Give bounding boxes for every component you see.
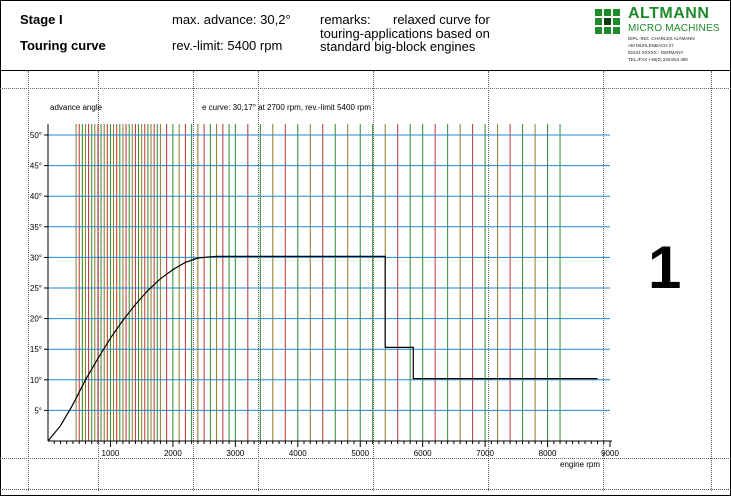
page-guide-bottom — [0, 489, 731, 490]
x-tick-label: 3000 — [226, 449, 244, 458]
page-guide-v — [193, 71, 194, 491]
logo-line-2: AM MÜHLENBACH 27 — [628, 43, 674, 48]
y-axis-label: advance angle — [50, 103, 103, 112]
x-axis-label: engine rpm — [560, 460, 600, 469]
page-guide-h — [0, 458, 731, 459]
x-tick-label: 2000 — [164, 449, 182, 458]
x-tick-label: 9000 — [601, 449, 619, 458]
y-tick-label: 50° — [30, 131, 42, 140]
page-guide-h — [0, 88, 731, 89]
logo-name: ALTMANN — [628, 5, 710, 22]
page-guide-v — [98, 71, 99, 491]
page-guide-v — [28, 71, 29, 491]
chart-title: e curve: 30,17° at 2700 rpm, rev.-limit … — [202, 103, 371, 112]
page-number: 1 — [648, 234, 682, 301]
remarks-line-3: standard big-block engines — [320, 39, 476, 54]
y-tick-label: 10° — [30, 376, 42, 385]
page-guide-v — [258, 71, 259, 491]
x-tick-label: 8000 — [539, 449, 557, 458]
x-tick-label: 7000 — [476, 449, 494, 458]
y-tick-label: 40° — [30, 192, 42, 201]
series — [47, 255, 598, 442]
grid — [48, 124, 610, 441]
remarks-line-1: relaxed curve for — [393, 12, 490, 27]
rev-limit: rev.-limit: 5400 rpm — [172, 38, 283, 53]
logo-line-4: TEL./FAX +49(0) 2324/54 390 — [628, 57, 688, 62]
y-tick-label: 5° — [34, 406, 42, 415]
logo-mark-icon — [595, 9, 620, 34]
logo-subtitle: MICRO MACHINES — [628, 23, 720, 34]
logo-line-3: 82431 XXXXX - GERMANY — [628, 50, 684, 55]
remarks-line-2: touring-applications based on — [320, 26, 490, 41]
y-tick-label: 35° — [30, 223, 42, 232]
y-tick-label: 30° — [30, 253, 42, 262]
curve-name: Touring curve — [20, 38, 106, 53]
header-divider — [0, 70, 731, 71]
y-tick-label: 25° — [30, 284, 42, 293]
y-tick-label: 15° — [30, 345, 42, 354]
remarks-label: remarks: — [320, 12, 371, 27]
x-tick-label: 5000 — [351, 449, 369, 458]
page-guide-v — [488, 71, 489, 491]
stage-label: Stage I — [20, 12, 63, 27]
x-tick-label: 6000 — [414, 449, 432, 458]
logo-line-1: DIPL.-ING. CHARLES ALTMANN — [628, 36, 695, 41]
axes: 5° 10° 15° 20° 25° 30° 35° 40° 45° 50° 1000 2000 300… — [30, 124, 619, 458]
page-guide-v — [373, 71, 374, 491]
x-tick-label: 1000 — [102, 449, 120, 458]
y-tick-label: 20° — [30, 315, 42, 324]
y-tick-label: 45° — [30, 162, 42, 171]
company-logo: ALTMANN MICRO MACHINES DIPL.-ING. CHARLE… — [593, 5, 723, 67]
x-tick-label: 4000 — [289, 449, 307, 458]
advance-curve-line — [47, 255, 598, 442]
page-guide-v — [711, 71, 712, 491]
max-advance: max. advance: 30,2° — [172, 12, 291, 27]
page-guide-v — [603, 71, 604, 491]
